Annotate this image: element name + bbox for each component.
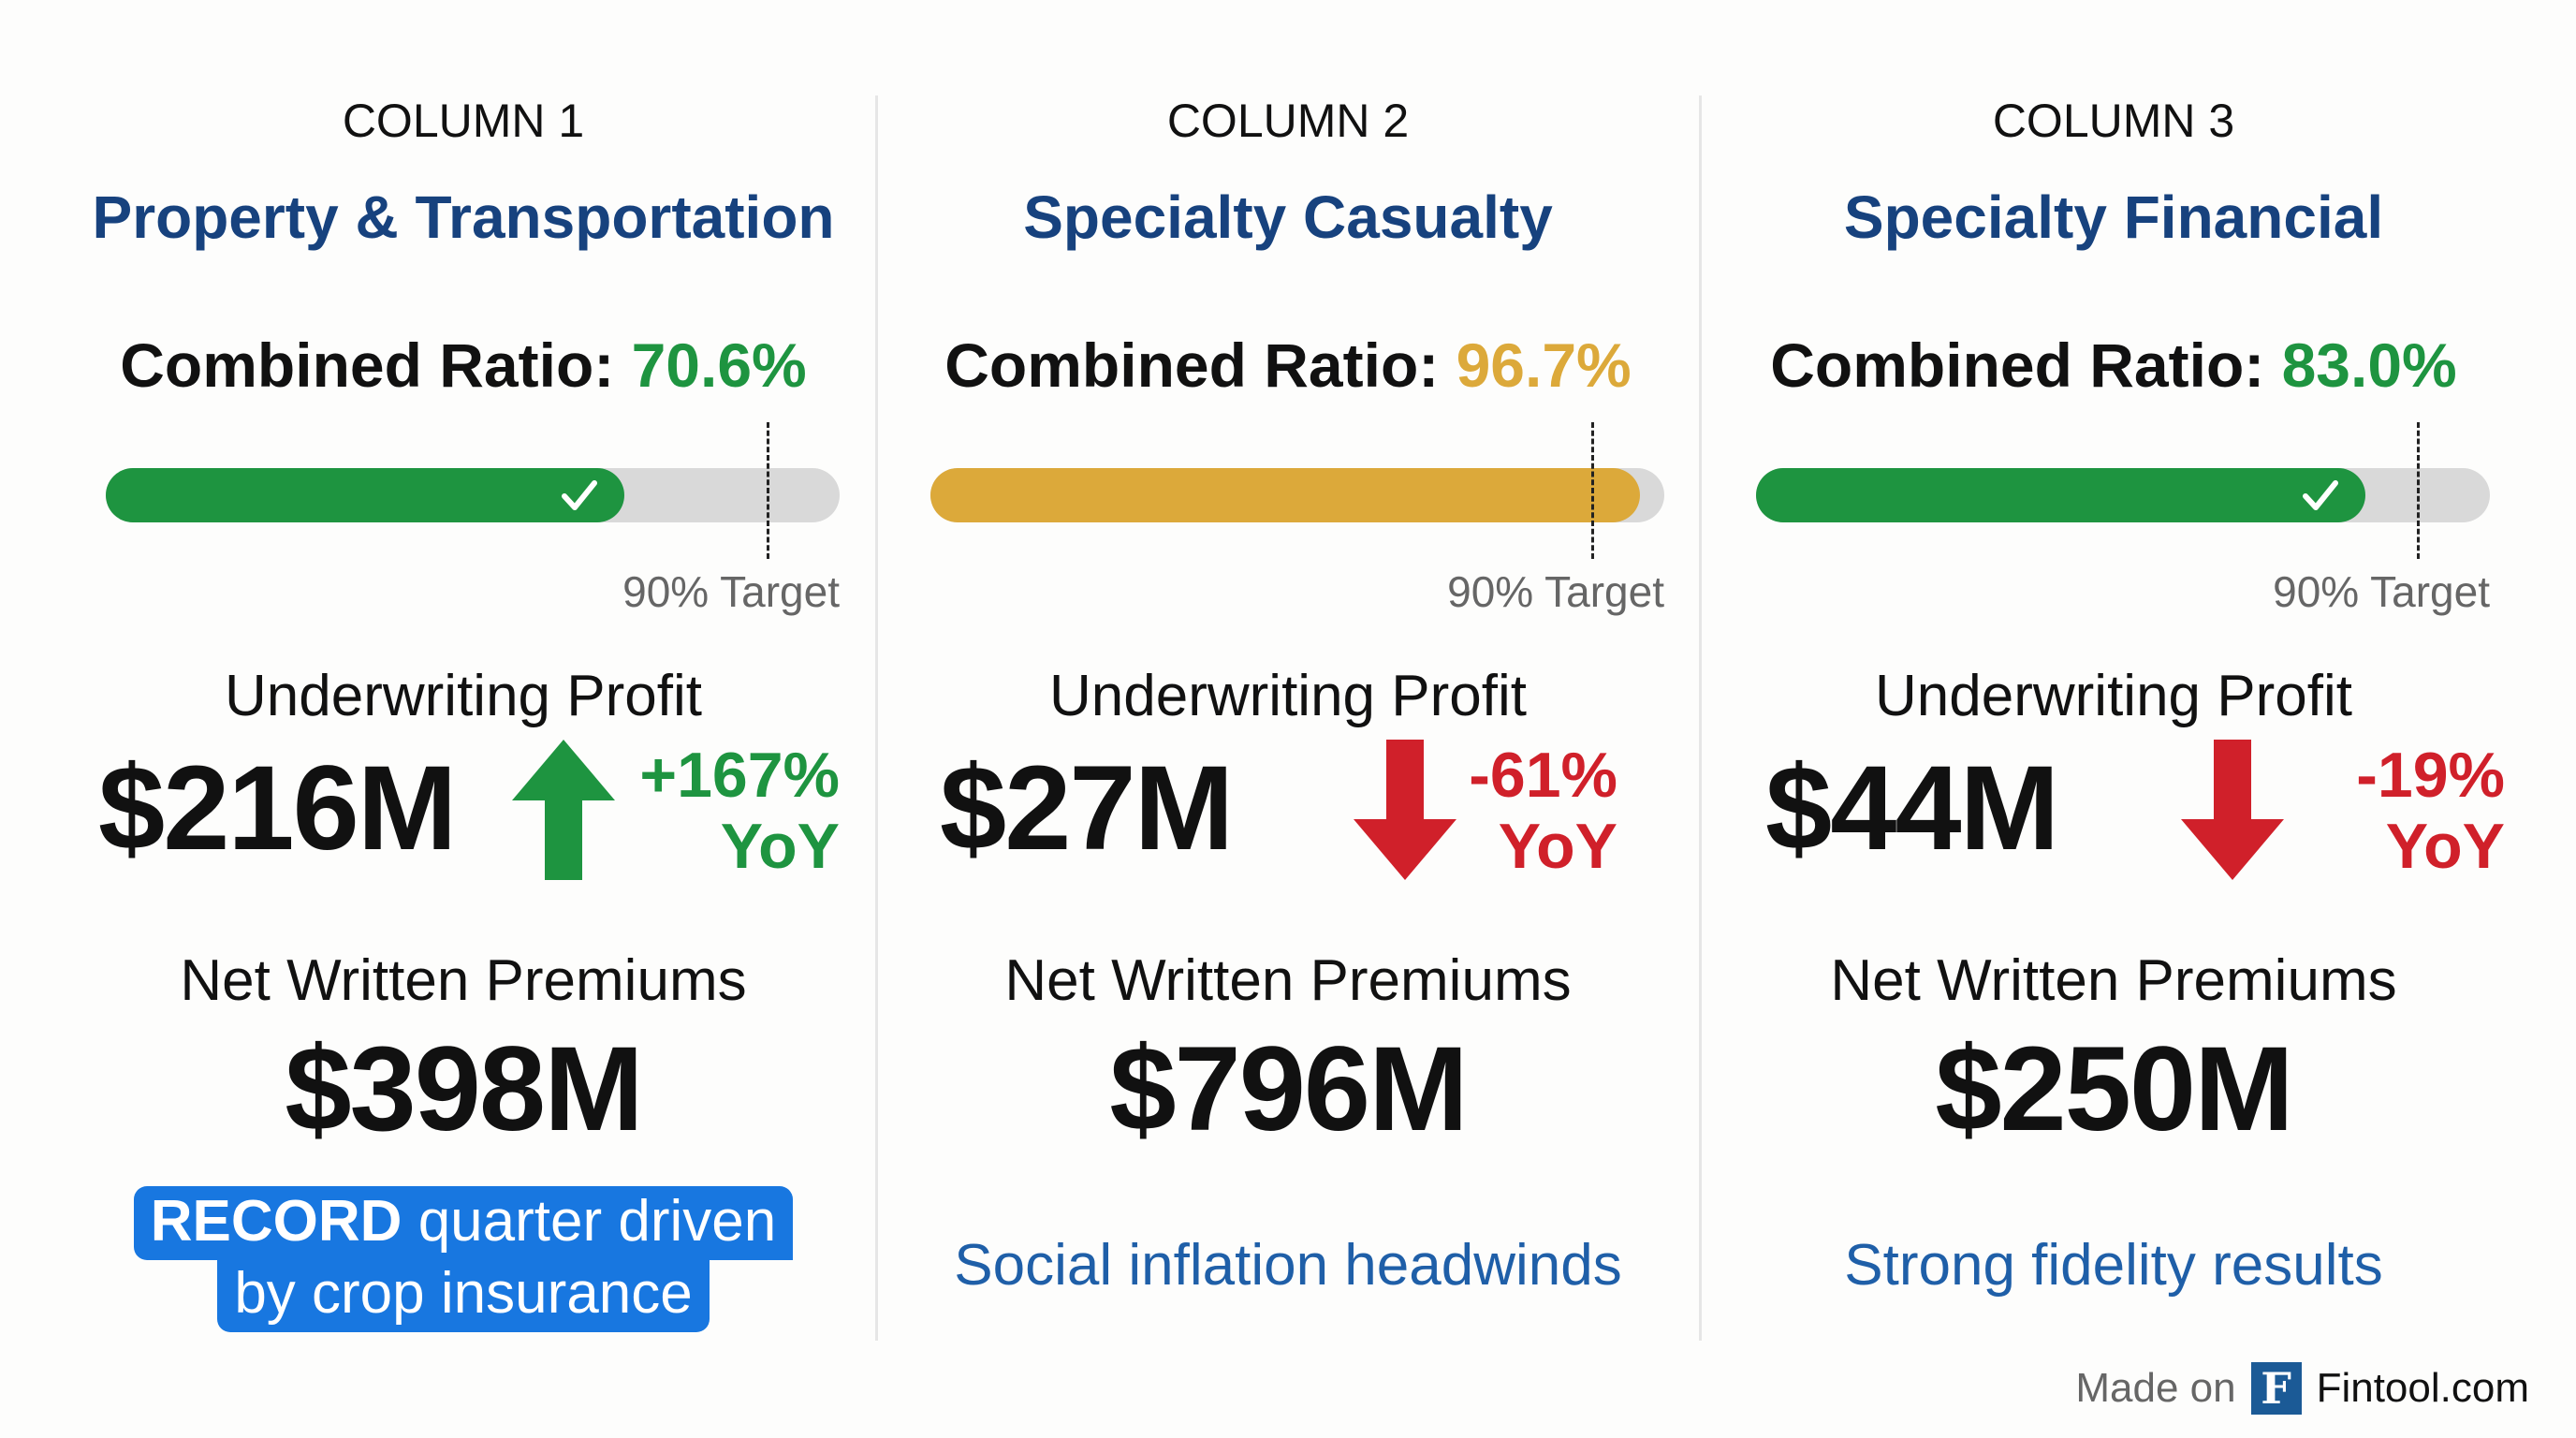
target-label: 90% Target: [2273, 567, 2490, 616]
combined-ratio-bar: [930, 468, 1664, 522]
underwriting-profit-label: Underwriting Profit: [1875, 664, 2352, 728]
arrow-down-icon: [2181, 740, 2284, 880]
column-divider: [1699, 95, 1702, 1341]
net-written-premiums-label: Net Written Premiums: [1830, 948, 2397, 1013]
net-written-premiums-value: $796M: [1109, 1022, 1468, 1156]
column-header: COLUMN 1: [342, 95, 585, 147]
target-line: [766, 422, 769, 559]
segment-column: COLUMN 1 Property & Transportation Combi…: [51, 0, 875, 1438]
badge-line2: by crop insurance: [217, 1260, 710, 1332]
combined-ratio-label: Combined Ratio:: [944, 330, 1440, 400]
combined-ratio: Combined Ratio: 96.7%: [876, 330, 1700, 401]
combined-ratio-fill: [930, 468, 1641, 522]
combined-ratio-value: 83.0%: [2281, 330, 2457, 400]
segment-title: Specialty Financial: [1843, 183, 2384, 251]
column-header: COLUMN 2: [1166, 95, 1410, 147]
combined-ratio-bar: [106, 468, 840, 522]
combined-ratio-label: Combined Ratio:: [1770, 330, 2265, 400]
net-written-premiums-value: $250M: [1935, 1022, 2293, 1156]
combined-ratio-fill: [1756, 468, 2365, 522]
segment-note: Strong fidelity results: [1844, 1233, 2383, 1298]
yoy-change: +167% YoY: [639, 740, 840, 882]
underwriting-profit-value: $44M: [1765, 741, 2059, 875]
net-written-premiums-value: $398M: [285, 1022, 643, 1156]
underwriting-profit-row: $27M -61% YoY: [876, 740, 1700, 889]
underwriting-profit-label: Underwriting Profit: [225, 664, 702, 728]
arrow-up-icon: [512, 740, 615, 880]
underwriting-profit-value: $27M: [940, 741, 1234, 875]
underwriting-profit-row: $44M -19% YoY: [1702, 740, 2525, 889]
segment-title: Specialty Casualty: [1023, 183, 1553, 251]
yoy-percent: -19%: [2356, 740, 2505, 811]
segment-column: COLUMN 2 Specialty Casualty Combined Rat…: [876, 0, 1700, 1438]
combined-ratio-value: 96.7%: [1456, 330, 1632, 400]
combined-ratio-value: 70.6%: [631, 330, 807, 400]
target-line: [1590, 422, 1594, 559]
combined-ratio-fill: [106, 468, 624, 522]
yoy-label: YoY: [720, 811, 840, 882]
combined-ratio: Combined Ratio: 70.6%: [51, 330, 875, 401]
highlight-badge: RECORD quarter driven by crop insurance: [51, 1186, 875, 1332]
made-on-label: Made on: [2075, 1365, 2236, 1411]
net-written-premiums-label: Net Written Premiums: [1004, 948, 1572, 1013]
combined-ratio: Combined Ratio: 83.0%: [1702, 330, 2525, 401]
column-header: COLUMN 3: [1992, 95, 2235, 147]
target-label: 90% Target: [622, 567, 840, 616]
yoy-percent: -61%: [1469, 740, 1617, 811]
combined-ratio-label: Combined Ratio:: [120, 330, 615, 400]
yoy-label: YoY: [2385, 811, 2505, 882]
underwriting-profit-label: Underwriting Profit: [1049, 664, 1527, 728]
segment-title: Property & Transportation: [92, 183, 835, 251]
target-line: [2416, 422, 2420, 559]
yoy-percent: +167%: [639, 740, 840, 811]
underwriting-profit-value: $216M: [98, 741, 457, 875]
segment-note: Social inflation headwinds: [954, 1233, 1622, 1298]
underwriting-profit-row: $216M +167% YoY: [51, 740, 875, 889]
check-icon: [561, 480, 597, 510]
arrow-down-icon: [1354, 740, 1456, 880]
check-icon: [2302, 480, 2338, 510]
net-written-premiums-label: Net Written Premiums: [180, 948, 747, 1013]
yoy-change: -61% YoY: [1469, 740, 1617, 882]
fintool-logo-icon: F: [2250, 1362, 2302, 1415]
yoy-label: YoY: [1498, 811, 1617, 882]
combined-ratio-bar: [1756, 468, 2490, 522]
yoy-change: -19% YoY: [2356, 740, 2505, 882]
footer: Made on F Fintool.com: [2075, 1362, 2529, 1415]
badge-strong: RECORD: [150, 1189, 402, 1254]
target-label: 90% Target: [1447, 567, 1664, 616]
column-divider: [875, 95, 878, 1341]
badge-line1: quarter driven: [417, 1189, 777, 1254]
segment-column: COLUMN 3 Specialty Financial Combined Ra…: [1702, 0, 2525, 1438]
brand-link[interactable]: Fintool.com: [2316, 1365, 2529, 1411]
